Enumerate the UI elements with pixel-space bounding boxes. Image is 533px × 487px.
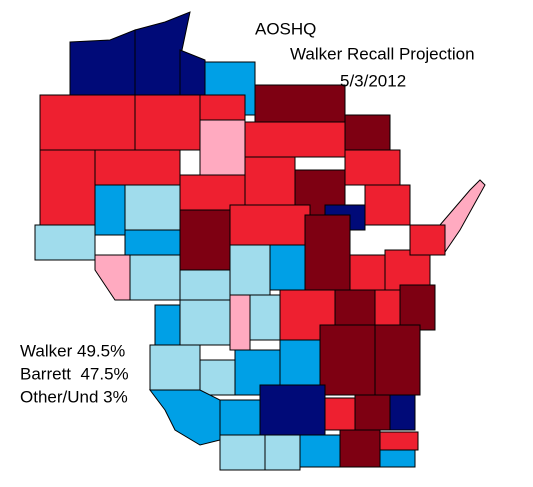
county <box>229 204 311 246</box>
county <box>384 249 431 291</box>
county <box>124 229 181 256</box>
county <box>364 184 411 226</box>
county <box>219 434 266 471</box>
map-subtitle: Walker Recall Projection <box>290 44 475 63</box>
county <box>94 149 181 186</box>
county <box>374 289 401 326</box>
county <box>69 29 136 96</box>
county <box>199 94 246 121</box>
county <box>269 244 306 291</box>
county <box>199 119 246 176</box>
county <box>324 397 356 431</box>
county <box>299 434 341 468</box>
county <box>349 254 386 291</box>
county <box>304 214 351 291</box>
county <box>179 209 231 271</box>
county <box>244 121 346 158</box>
county <box>94 254 131 301</box>
county <box>354 394 391 431</box>
county <box>219 399 261 436</box>
county <box>249 294 281 341</box>
county <box>319 324 376 396</box>
legend-line: Other/Und 3% <box>20 387 128 406</box>
map-date: 5/3/2012 <box>340 71 406 90</box>
counties <box>34 11 486 471</box>
county <box>374 324 421 396</box>
county <box>134 94 201 151</box>
county <box>264 434 301 471</box>
county <box>34 224 96 261</box>
county <box>199 359 236 396</box>
county <box>339 429 381 468</box>
county <box>129 254 181 301</box>
county <box>259 384 326 436</box>
legend-line: Barrett 47.5% <box>20 364 129 383</box>
county <box>244 156 296 206</box>
county <box>399 284 436 331</box>
county <box>409 224 446 256</box>
county <box>344 114 391 151</box>
county <box>229 244 271 296</box>
map-title: AOSHQ <box>255 19 316 38</box>
county <box>179 299 231 346</box>
legend-line: Walker 49.5% <box>20 341 125 360</box>
county <box>389 394 416 431</box>
county <box>39 94 136 151</box>
county <box>379 431 419 451</box>
county <box>124 184 181 231</box>
county <box>149 344 201 391</box>
county <box>344 149 401 186</box>
county <box>154 304 181 346</box>
county <box>39 149 96 226</box>
county <box>94 184 126 236</box>
county <box>279 339 321 386</box>
county <box>149 389 221 446</box>
county <box>179 269 231 301</box>
county <box>179 174 246 211</box>
county <box>379 449 416 468</box>
county <box>254 84 346 123</box>
county <box>334 289 376 326</box>
county <box>229 294 251 351</box>
